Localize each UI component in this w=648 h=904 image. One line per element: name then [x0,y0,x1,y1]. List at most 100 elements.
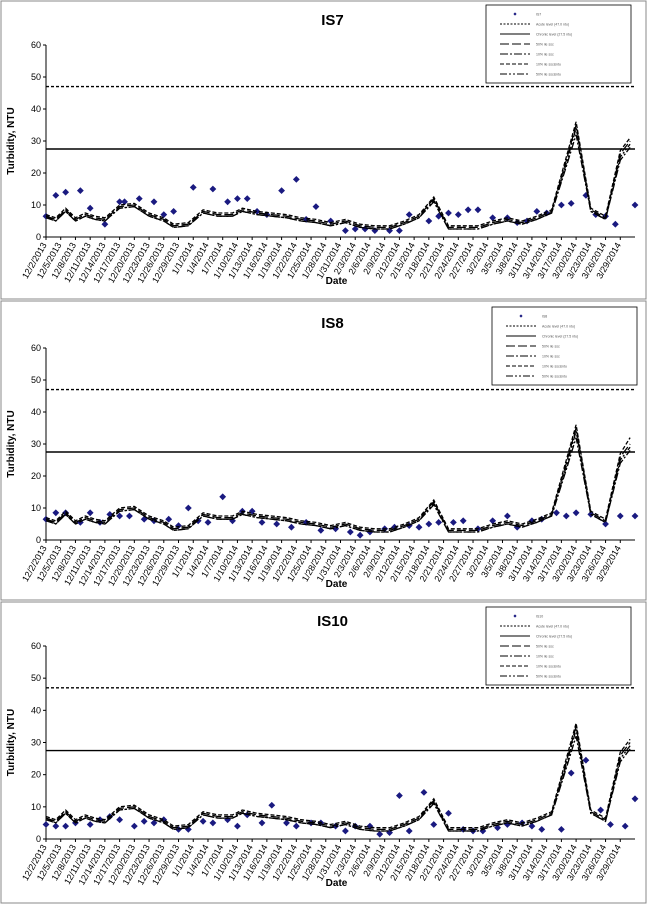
data-point [283,819,290,827]
legend-label: Acute level (47.0 ntu) [536,624,569,628]
chart-panel-2: IS8010203040506012/2/201312/5/201312/8/2… [0,300,647,601]
data-point [356,531,364,539]
data-point [150,198,158,206]
data-point [209,819,217,827]
legend-label: 10% ile ssc&ntu [536,664,561,668]
data-point [474,206,482,214]
data-point [258,819,266,827]
data-point [76,187,84,194]
data-point [116,198,124,206]
data-point [631,512,639,520]
legend-box [491,306,638,386]
data-point [445,209,452,217]
y-tick-label: 20 [31,471,41,481]
data-point [621,822,629,830]
data-point [567,769,575,777]
y-tick-label: 30 [31,738,41,748]
data-point [572,509,580,517]
data-point [52,509,60,517]
data-point [219,493,227,501]
data-point [489,214,497,222]
y-tick-label: 0 [36,232,41,242]
data-point [631,201,639,209]
data-point [371,227,379,234]
y-tick-label: 40 [31,705,41,715]
data-point [86,204,94,212]
y-axis-label: Turbidity, NTU [6,107,17,174]
data-point [52,192,60,199]
y-tick-label: 30 [31,439,41,449]
x-axis-label: Date [326,276,348,287]
data-point [425,520,433,528]
legend-label: Chronic level (27.5 ntu) [542,334,578,338]
data-point [454,211,462,218]
data-point [582,756,590,764]
data-point [376,830,384,838]
data-point [557,825,565,833]
legend-label: 10% ile ssc [536,654,554,658]
legend-label: Acute level (47.0 ntu) [542,324,575,328]
series-line-4 [45,128,631,230]
data-point [464,206,472,214]
data-point [165,515,173,523]
legend-label: IS8 [542,314,547,318]
y-tick-label: 20 [31,168,41,178]
data-point [405,211,413,218]
data-point [346,528,354,536]
data-point [42,821,50,828]
chart-title: IS8 [321,315,344,332]
legend-label: 50% ile ssc [542,344,560,348]
legend: IS7 Acute level (47.0 ntu) Chronic level (… [485,4,632,84]
y-tick-label: 50 [31,375,41,385]
data-point [234,195,241,202]
data-point [351,225,359,233]
y-tick-label: 40 [31,104,41,114]
series-line-1 [45,726,631,831]
legend-label: IS7 [536,12,541,16]
data-point [602,520,609,528]
data-point [538,825,546,833]
data-point [126,512,133,520]
chart-panel-3: IS10010203040506012/2/201312/5/201312/8/… [0,601,647,904]
data-point [528,822,536,830]
legend-label: Chronic level (27.5 ntu) [536,32,572,36]
data-point [292,176,300,183]
data-point [562,512,570,520]
y-tick-label: 0 [36,535,41,545]
data-point [278,187,285,194]
legend-label: 10% ile ssc [536,52,554,56]
data-point [140,817,148,825]
data-point [317,527,325,534]
x-axis-label: Date [326,878,348,889]
data-point [430,821,438,828]
y-tick-label: 20 [31,770,41,780]
data-point [533,208,541,215]
series-line-3 [45,121,631,227]
series-line-3 [45,723,631,829]
series-line-4 [45,729,631,832]
data-point [170,208,178,215]
data-point [116,512,124,520]
y-tick-label: 30 [31,136,41,146]
data-point [86,821,94,828]
chart-title: IS7 [321,12,344,29]
y-tick-label: 50 [31,673,41,683]
data-point [567,200,575,207]
chart-panel-1: IS7010203040506012/2/201312/5/201312/8/2… [0,0,647,300]
data-point [396,227,403,234]
y-tick-label: 10 [31,802,41,812]
data-point [449,519,457,526]
data-point [86,509,94,517]
data-point [209,185,217,193]
data-point [631,795,639,803]
legend-marker [513,614,517,618]
data-point [611,220,619,228]
legend: IS8 Acute level (47.0 ntu) Chronic level (… [491,306,638,386]
legend-label: 50% ile ssc&ntu [536,674,561,678]
legend-box [485,4,632,84]
data-point [503,512,511,520]
legend-label: IS10 [536,614,543,618]
data-point [130,822,138,830]
data-point [101,220,109,228]
data-point [288,523,295,531]
